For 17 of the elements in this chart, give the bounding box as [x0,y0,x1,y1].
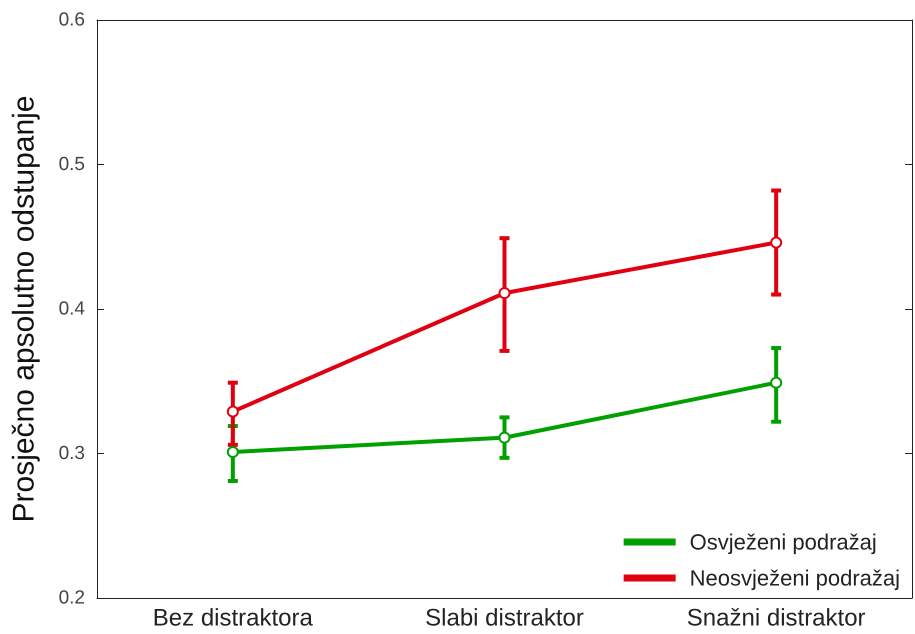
y-tick-label: 0.3 [58,443,85,464]
y-axis-title: Prosječno apsolutno odstupanje [8,96,40,522]
point [498,287,510,300]
legend-label: Osvježeni podražaj [690,530,877,554]
x-tick-label: Slabi distraktor [425,604,584,632]
point [770,236,782,249]
point [226,446,239,458]
y-tick-label: 0.4 [58,298,86,320]
point [226,406,239,418]
point [770,376,782,389]
y-tick-label: 0.6 [58,10,85,30]
x-tick-label: Snažni distraktor [686,604,866,632]
point [498,432,510,444]
y-tick-label: 0.5 [58,154,85,175]
x-tick-label: Bez distraktora [152,604,314,632]
legend-label: Neosvježeni podražaj [690,566,900,590]
y-tick-label: 0.2 [58,588,85,608]
